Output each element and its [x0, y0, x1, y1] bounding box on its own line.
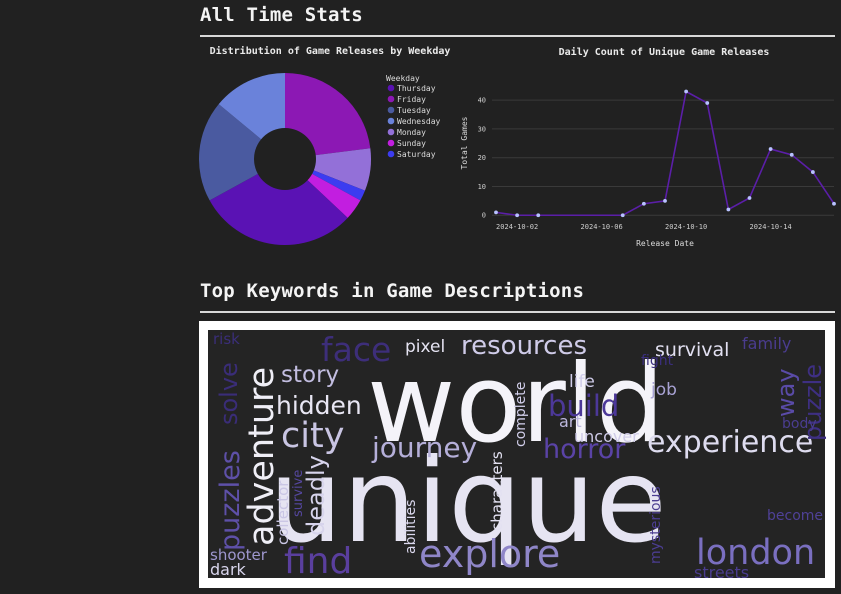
keywords-divider [200, 311, 835, 313]
wordcloud-word-london: london [696, 533, 815, 573]
legend-label-tuesday[interactable]: Tuesday [397, 106, 431, 115]
y-tick-label: 20 [478, 154, 486, 162]
legend-swatch-friday [387, 95, 395, 103]
wordcloud-word-complete: complete [513, 382, 529, 447]
wordcloud-word-life: life [569, 372, 595, 392]
wordcloud-word-puzzle: puzzle [799, 364, 827, 441]
wordcloud-frame: unique world explore london find adventure exp… [199, 321, 835, 588]
x-tick-label: 2024-10-14 [750, 223, 792, 231]
wordcloud-word-city: city [281, 416, 344, 456]
line-series [494, 89, 836, 218]
data-point[interactable] [663, 198, 667, 203]
legend-label-sunday[interactable]: Sunday [397, 139, 426, 148]
legend-swatch-sunday [387, 139, 395, 147]
wordcloud-word-journey: journey [371, 431, 477, 464]
line-y-ticks: 0 10 20 30 40 [478, 97, 486, 220]
weekday-pie-chart: Distribution of Game Releases by Weekday… [199, 45, 451, 245]
legend-swatch-saturday [387, 150, 395, 158]
wordcloud-word-horror: horror [543, 434, 626, 465]
wordcloud-word-find: find [284, 541, 352, 582]
line-y-axis-label: Total Games [460, 116, 469, 169]
wordcloud-word-deadly: deadly [302, 455, 330, 536]
legend-label-friday[interactable]: Friday [397, 95, 426, 104]
legend-label-saturday[interactable]: Saturday [397, 150, 436, 159]
wordcloud-word-uncover: uncover [574, 427, 639, 446]
wordcloud-word-solve: solve [215, 362, 243, 425]
data-point[interactable] [684, 89, 689, 94]
pie-legend-title: Weekday [386, 74, 420, 83]
line-chart-title: Daily Count of Unique Game Releases [559, 46, 770, 58]
data-point[interactable] [620, 213, 625, 218]
wordcloud-word-pixel: pixel [405, 337, 445, 357]
legend-label-thursday[interactable]: Thursday [397, 84, 436, 93]
legend-label-wednesday[interactable]: Wednesday [397, 117, 441, 126]
x-tick-label: 2024-10-10 [665, 223, 707, 231]
wordcloud-word-survival: survival [655, 339, 729, 361]
wordcloud-word-body: body [782, 416, 817, 432]
line-x-ticks: 2024-10-02 2024-10-06 2024-10-10 2024-10-14 [496, 223, 792, 231]
line-grid [492, 99, 834, 216]
data-point[interactable] [747, 196, 752, 200]
legend-swatch-monday [387, 128, 395, 136]
wordcloud-word-fight: fight [641, 353, 674, 369]
wordcloud-word-face: face [321, 330, 391, 369]
wordcloud-word-dark: dark [210, 560, 247, 579]
wordcloud-word-art: art [559, 412, 582, 431]
data-point[interactable] [705, 101, 710, 105]
wordcloud-word-risk: risk [213, 330, 240, 348]
wordcloud-word-way: way [772, 368, 800, 417]
wordcloud-word-survive: survive [291, 470, 306, 517]
wordcloud-word-mysterious: mysterious [648, 486, 664, 564]
y-tick-label: 10 [478, 183, 486, 191]
wordcloud-word-abilities: abilities [403, 500, 419, 554]
heading-divider [200, 35, 835, 37]
series-line[interactable] [495, 90, 835, 217]
daily-releases-line-chart: Daily Count of Unique Game Releases 0 10 2… [460, 46, 836, 248]
y-tick-label: 40 [478, 97, 486, 105]
wordcloud-word-hidden: hidden [276, 391, 362, 420]
x-tick-label: 2024-10-02 [496, 223, 538, 231]
pie-chart-title: Distribution of Game Releases by Weekday [210, 45, 451, 57]
wordcloud-word-collector: collector [274, 480, 292, 545]
line-x-axis-label: Release Date [636, 239, 694, 248]
pie-legend[interactable]: Thursday Friday Tuesday Wednesday Monday Sund… [387, 84, 441, 159]
data-point[interactable] [641, 201, 646, 206]
wordcloud-word-build: build [548, 389, 619, 423]
wordcloud-word-puzzles: puzzles [215, 450, 246, 551]
data-point[interactable] [494, 210, 498, 215]
data-point[interactable] [832, 201, 836, 206]
wordcloud-word-adventure: adventure [242, 367, 282, 546]
legend-swatch-wednesday [387, 117, 395, 125]
wordcloud-word-streets: streets [694, 563, 749, 582]
top-keywords-heading: Top Keywords in Game Descriptions [200, 280, 585, 302]
data-point[interactable] [515, 213, 520, 218]
data-point[interactable] [768, 147, 773, 151]
pie-slice-thursday[interactable] [209, 159, 348, 245]
legend-label-monday[interactable]: Monday [397, 128, 426, 137]
legend-swatch-tuesday [387, 106, 395, 114]
y-tick-label: 0 [482, 212, 486, 220]
wordcloud-word-story: story [281, 362, 339, 388]
data-point[interactable] [726, 207, 731, 212]
wordcloud-word-family: family [742, 334, 791, 353]
y-tick-label: 30 [478, 125, 486, 133]
donut-hole [254, 128, 316, 190]
pie-slice-tuesday[interactable] [199, 104, 285, 201]
wordcloud-word-job: job [650, 380, 677, 400]
wordcloud-word-resources: resources [461, 331, 587, 361]
all-time-stats-heading: All Time Stats [200, 4, 363, 26]
data-point[interactable] [536, 213, 541, 218]
legend-swatch-thursday [387, 84, 395, 92]
wordcloud-word-world: world [367, 342, 664, 467]
wordcloud-word-experience: experience [647, 425, 813, 460]
wordcloud-word-shooter: shooter [210, 546, 268, 564]
data-point[interactable] [789, 152, 794, 157]
wordcloud-word-become: become [767, 508, 823, 524]
wordcloud-word-characters: characters [488, 451, 506, 531]
wordcloud-word-unique: unique [269, 434, 667, 569]
wordcloud-word-explore: explore [419, 532, 560, 576]
data-point[interactable] [810, 170, 815, 174]
x-tick-label: 2024-10-06 [581, 223, 623, 231]
